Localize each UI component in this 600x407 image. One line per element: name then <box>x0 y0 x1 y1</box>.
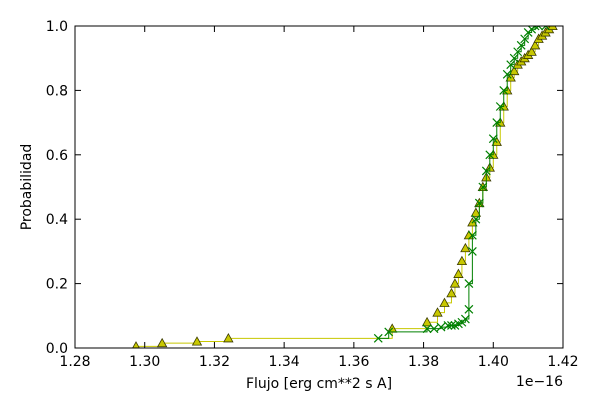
data-point <box>526 46 537 56</box>
data-point <box>460 314 470 324</box>
data-point <box>464 279 474 289</box>
data-point <box>384 327 394 337</box>
data-point <box>467 230 477 240</box>
data-point <box>443 321 453 330</box>
data-point <box>485 150 495 160</box>
data-point <box>467 246 477 256</box>
series-line <box>378 26 546 339</box>
y-tick-label: 0.0 <box>46 341 68 357</box>
data-point <box>492 118 502 128</box>
x-tick-label: 1.28 <box>59 354 90 370</box>
data-point <box>547 26 558 31</box>
data-point <box>156 337 168 348</box>
data-point <box>506 60 516 70</box>
series-line <box>136 26 554 347</box>
data-point <box>470 207 482 217</box>
x-axis-offset-label: 1e−16 <box>516 374 563 390</box>
data-point <box>223 333 234 343</box>
data-point <box>373 333 383 343</box>
data-point <box>530 26 540 31</box>
data-point <box>471 214 481 224</box>
axis-ticks: 1.28 1.30 1.32 1.34 1.36 1.38 1.40 1.42 0.0 0.2 0.… <box>46 19 579 370</box>
data-point <box>449 278 461 288</box>
data-point <box>456 255 468 266</box>
x-tick-label: 1.38 <box>408 354 439 370</box>
data-point <box>453 268 464 278</box>
data-point <box>516 40 526 50</box>
data-point <box>502 69 512 79</box>
data-point <box>513 47 523 57</box>
y-tick-label: 0.4 <box>46 212 68 228</box>
data-point <box>481 166 491 176</box>
x-tick-label: 1.40 <box>478 354 509 370</box>
data-point <box>534 26 544 31</box>
data-point <box>446 287 457 298</box>
data-point <box>460 242 471 253</box>
data-point <box>132 341 140 348</box>
y-tick-label: 1.0 <box>46 19 68 35</box>
series-0 <box>373 26 550 343</box>
data-point <box>499 85 509 95</box>
data-point <box>509 53 519 63</box>
data-point <box>432 307 443 317</box>
series-1 <box>132 26 558 348</box>
x-tick-label: 1.36 <box>338 354 369 370</box>
y-axis-label: Probabilidad <box>19 144 35 231</box>
data-point <box>436 322 446 332</box>
data-point <box>464 304 474 314</box>
x-tick-label: 1.30 <box>129 354 160 370</box>
data-point <box>488 134 498 144</box>
data-point <box>478 182 488 192</box>
data-point <box>529 39 541 50</box>
x-tick-label: 1.34 <box>269 354 300 370</box>
data-point <box>447 321 456 330</box>
data-point <box>495 102 505 111</box>
data-point <box>541 26 550 31</box>
data-point <box>421 316 433 327</box>
x-axis-label: Flujo [erg cm**2 s A] <box>246 376 392 392</box>
data-point <box>509 65 520 76</box>
y-tick-label: 0.8 <box>46 83 68 99</box>
data-point <box>422 324 432 334</box>
data-point <box>191 336 203 346</box>
y-tick-label: 0.6 <box>46 148 68 164</box>
chart-marks <box>132 26 558 348</box>
plot-frame <box>74 25 564 349</box>
data-point <box>429 324 439 334</box>
data-point <box>520 34 530 44</box>
x-tick-label: 1.32 <box>199 354 230 370</box>
data-point <box>474 198 484 208</box>
x-tick-label: 1.42 <box>547 354 578 370</box>
y-tick-label: 0.2 <box>46 277 68 293</box>
data-point <box>439 297 450 307</box>
